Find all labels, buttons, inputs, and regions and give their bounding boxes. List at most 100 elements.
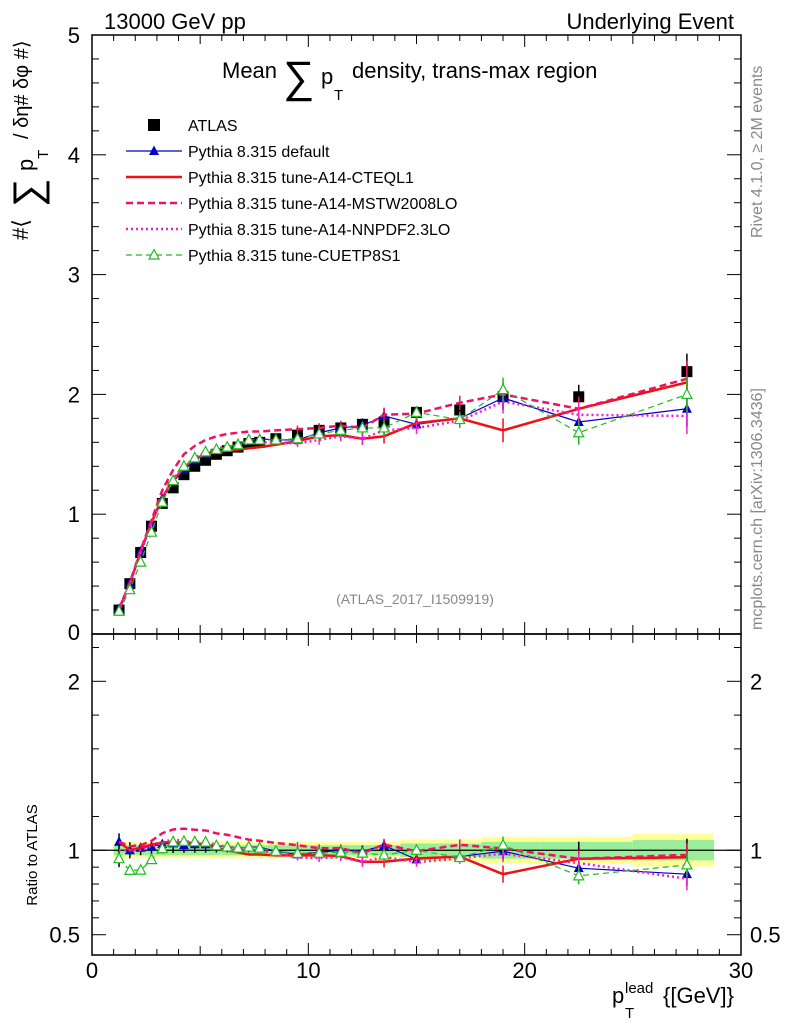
series-line <box>117 381 688 610</box>
data-point <box>178 469 190 481</box>
ratio-y-axis-label: Ratio to ATLAS <box>24 804 41 905</box>
ratio-point <box>199 835 212 847</box>
title-sum-symbol: ∑ <box>283 53 314 102</box>
legend-item: Pythia 8.315 tune-A14-MSTW2008LO <box>126 196 457 213</box>
data-point <box>378 421 391 433</box>
data-point <box>123 582 136 595</box>
data-point <box>210 442 223 455</box>
series-line <box>118 388 688 612</box>
y-tick-label: 0 <box>68 620 80 645</box>
ratio-line <box>118 827 687 861</box>
ratio-point <box>410 843 423 855</box>
xlabel-suffix: {[GeV]} <box>663 983 734 1008</box>
ratio-y-tick-label: 1 <box>68 838 80 863</box>
x-tick-label: 30 <box>729 958 753 983</box>
y-axis-label: #⟨ ∑ p T / δη# δφ #⟩ <box>6 40 52 240</box>
title-prefix: Mean <box>222 58 277 83</box>
process-label: Underlying Event <box>566 9 734 34</box>
series-2 <box>117 364 688 610</box>
ratio-point <box>253 841 266 853</box>
title-p: p <box>321 64 333 89</box>
rivet-version-label: Rivet 4.1.0, ≥ 2M events <box>749 66 766 238</box>
data-point <box>572 425 585 438</box>
ylabel-prefix: #⟨ <box>8 219 33 240</box>
y-tick-label: 5 <box>68 23 80 48</box>
axis-ticks: 0 10 20 30 0 1 2 3 4 5 0.5 0.5 1 1 2 2 <box>49 23 780 983</box>
ratio-point <box>313 846 326 858</box>
x-axis-label: p lead T {[GeV]} <box>612 980 734 1022</box>
data-point <box>232 437 245 450</box>
ratio-point <box>123 863 136 875</box>
mcplots-label: mcplots.cern.ch [arXiv:1306.3436] <box>749 388 766 630</box>
ratio-point <box>453 850 466 863</box>
legend-label: ATLAS <box>188 118 238 135</box>
series-4 <box>117 389 688 611</box>
data-point <box>242 433 255 445</box>
data-point <box>356 421 369 433</box>
energy-label: 13000 GeV pp <box>104 9 246 34</box>
ratio-point <box>167 835 180 847</box>
ratio-y-tick-label-right: 0.5 <box>750 923 781 948</box>
series-3 <box>117 360 688 610</box>
ratio-point <box>291 846 304 858</box>
data-point <box>167 482 179 494</box>
ylabel-sum-symbol: ∑ <box>6 178 50 207</box>
data-point <box>167 473 180 486</box>
ratio-point <box>188 835 201 847</box>
legend-item: Pythia 8.315 default <box>126 144 330 161</box>
y-tick-label: 1 <box>68 502 80 527</box>
x-tick-label: 20 <box>512 958 536 983</box>
legend-label: Pythia 8.315 tune-A14-CTEQL1 <box>188 170 414 187</box>
data-point <box>221 440 234 452</box>
data-point <box>291 431 304 444</box>
ylabel-sub: T <box>35 150 52 159</box>
series-1 <box>114 386 692 613</box>
legend-item: ATLAS <box>148 118 238 135</box>
ratio-point <box>113 851 126 864</box>
ratio-point <box>134 863 147 875</box>
x-tick-label: 10 <box>296 958 320 983</box>
legend: ATLAS Pythia 8.315 default Pythia 8.315 tu… <box>126 118 457 265</box>
y-tick-label: 3 <box>68 263 80 288</box>
ratio-frame <box>91 633 742 956</box>
ratio-y-tick-label-right: 1 <box>750 838 762 863</box>
data-point <box>156 495 169 507</box>
ylabel-p: p <box>13 159 38 171</box>
ratio-point <box>221 840 234 852</box>
ratio-point <box>269 844 282 856</box>
ratio-point <box>232 841 245 853</box>
data-point <box>145 525 158 537</box>
y-tick-label: 4 <box>68 143 80 168</box>
data-point <box>334 423 347 435</box>
ratio-y-tick-label: 0.5 <box>49 923 80 948</box>
ratio-point <box>145 852 158 865</box>
ratio-y-tick-label: 2 <box>68 669 80 694</box>
xlabel-sup: lead <box>625 980 653 997</box>
data-point <box>188 451 201 463</box>
data-point <box>253 433 266 445</box>
ratio-point <box>497 838 510 850</box>
data-point <box>410 405 423 417</box>
ratio-point <box>242 840 255 852</box>
data-point <box>453 412 466 425</box>
chart-title: Mean ∑ p T density, trans-max region <box>222 53 597 104</box>
legend-label: Pythia 8.315 default <box>188 144 330 161</box>
ratio-point <box>378 848 391 860</box>
title-sub: T <box>334 87 343 104</box>
legend-item: Pythia 8.315 tune-A14-NNPDF2.3LO <box>126 222 450 239</box>
data-point <box>177 459 190 471</box>
series-0 <box>113 353 693 616</box>
ratio-y-tick-label-right: 2 <box>750 669 762 694</box>
series-line <box>117 377 688 610</box>
ratio-point <box>210 838 223 851</box>
analysis-watermark: (ATLAS_2017_I1509919) <box>336 591 494 607</box>
legend-label: Pythia 8.315 tune-A14-NNPDF2.3LO <box>188 222 450 239</box>
data-point <box>497 382 510 395</box>
ylabel-suffix: / δη# δφ #⟩ <box>11 40 33 139</box>
legend-item: Pythia 8.315 tune-CUETP8S1 <box>126 248 401 265</box>
ratio-series-layer <box>113 827 693 891</box>
ratio-series-5 <box>113 834 693 885</box>
xlabel-p: p <box>612 983 624 1008</box>
data-point <box>200 454 212 466</box>
data-point <box>134 555 147 567</box>
